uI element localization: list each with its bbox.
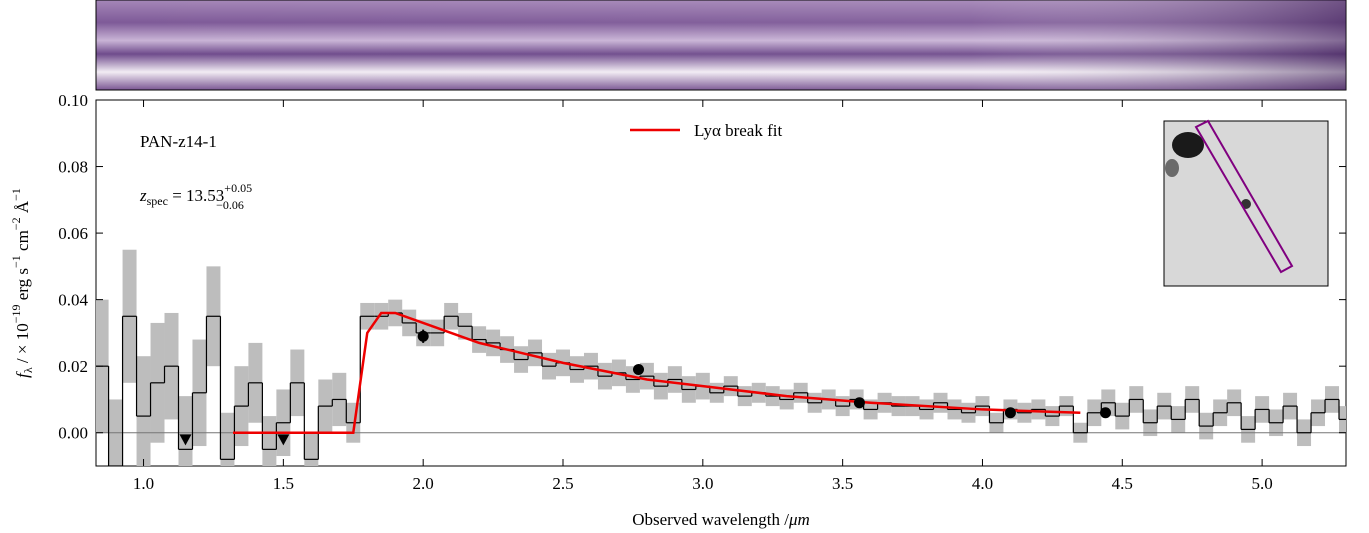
legend-label: Lyα break fit bbox=[694, 121, 782, 140]
x-axis-label: Observed wavelength /μm bbox=[632, 510, 810, 529]
x-tick-label: 2.0 bbox=[413, 474, 434, 493]
photometry-point bbox=[417, 330, 429, 342]
y-tick-label: 0.08 bbox=[58, 158, 88, 177]
error-band bbox=[220, 412, 235, 466]
photometry-point bbox=[853, 397, 865, 409]
object-name: PAN-z14-1 bbox=[140, 132, 217, 151]
error-band bbox=[304, 432, 319, 466]
error-band bbox=[136, 356, 151, 466]
x-tick-label: 4.5 bbox=[1112, 474, 1133, 493]
y-tick-label: 0.00 bbox=[58, 424, 88, 443]
upper-limit bbox=[277, 434, 290, 446]
redshift-annotation: zspec = 13.53+0.05 −0.06 bbox=[139, 181, 252, 212]
photometry-point bbox=[1004, 407, 1016, 419]
y-tick-label: 0.04 bbox=[58, 291, 88, 310]
fit-line bbox=[233, 311, 1081, 434]
photometry-point bbox=[633, 364, 645, 376]
plot-area bbox=[96, 249, 1346, 466]
x-tick-label: 1.0 bbox=[133, 474, 154, 493]
inset-image bbox=[1163, 119, 1329, 287]
error-band bbox=[262, 416, 277, 466]
photometry-point bbox=[1100, 407, 1112, 419]
plot-frame bbox=[95, 99, 1347, 467]
error-band bbox=[178, 396, 193, 466]
x-tick-label: 3.5 bbox=[832, 474, 853, 493]
y-tick-label: 0.02 bbox=[58, 357, 88, 376]
y-tick-label: 0.10 bbox=[58, 91, 88, 110]
x-tick-label: 4.0 bbox=[972, 474, 993, 493]
spectrum-2d-noise bbox=[96, 0, 1346, 90]
y-axis-label: fλ / × 10−19 erg s−1 cm−2 Å−1 bbox=[9, 188, 35, 378]
x-tick-label: 5.0 bbox=[1251, 474, 1272, 493]
y-tick-label: 0.06 bbox=[58, 224, 88, 243]
x-tick-label: 1.5 bbox=[273, 474, 294, 493]
upper-limit bbox=[179, 434, 192, 446]
x-tick-label: 3.0 bbox=[692, 474, 713, 493]
x-tick-label: 2.5 bbox=[552, 474, 573, 493]
